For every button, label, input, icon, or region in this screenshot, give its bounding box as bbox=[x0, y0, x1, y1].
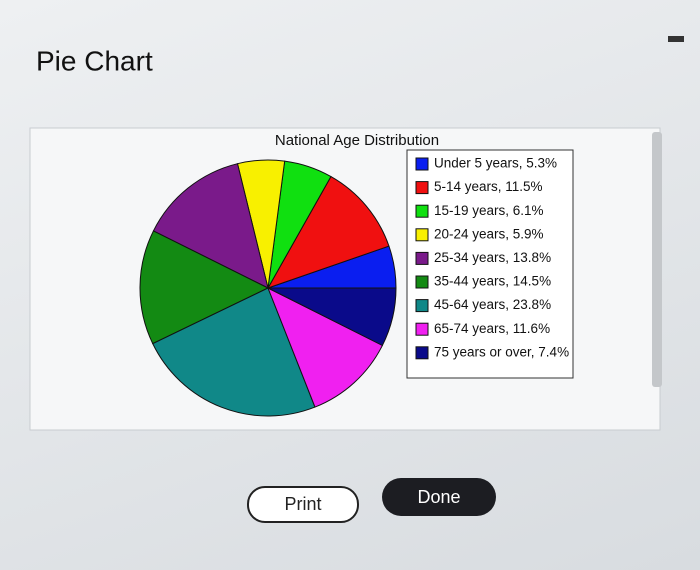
legend-swatch bbox=[415, 275, 429, 289]
legend-label: 15-19 years, 6.1% bbox=[434, 203, 544, 218]
pie-slice bbox=[267, 286, 384, 408]
pie-slice bbox=[152, 287, 316, 417]
legend-swatch bbox=[415, 346, 429, 360]
pie-slice bbox=[267, 287, 397, 347]
legend-label: 65-74 years, 11.6% bbox=[434, 321, 550, 336]
legend-label: 35-44 years, 14.5% bbox=[434, 274, 551, 289]
scrollbar[interactable] bbox=[652, 132, 662, 387]
pie-slice bbox=[266, 175, 390, 289]
chart-title: National Age Distribution bbox=[275, 132, 439, 149]
legend-swatch bbox=[415, 228, 429, 242]
legend-swatch bbox=[415, 251, 429, 265]
print-label: Print bbox=[284, 494, 321, 514]
legend-label: 5-14 years, 11.5% bbox=[434, 179, 543, 194]
done-label: Done bbox=[417, 487, 460, 507]
print-button[interactable] bbox=[247, 486, 359, 523]
pie-slice bbox=[139, 230, 270, 345]
legend-label: 20-24 years, 5.9% bbox=[434, 226, 544, 241]
legend-swatch bbox=[415, 299, 429, 313]
heading: Pie Chart bbox=[36, 45, 153, 76]
legend-label: Under 5 years, 5.3% bbox=[434, 156, 557, 171]
legend-label: 25-34 years, 13.8% bbox=[434, 250, 551, 265]
pie-slice bbox=[152, 163, 269, 289]
minimize-icon[interactable] bbox=[668, 36, 684, 42]
legend-swatch bbox=[415, 322, 429, 336]
legend-swatch bbox=[415, 181, 429, 195]
legend-swatch bbox=[415, 204, 429, 218]
done-button[interactable] bbox=[382, 478, 496, 516]
legend-swatch bbox=[415, 157, 429, 171]
legend-label: 75 years or over, 7.4% bbox=[434, 344, 569, 359]
legend-box bbox=[406, 149, 574, 379]
legend-label: 45-64 years, 23.8% bbox=[434, 297, 551, 312]
